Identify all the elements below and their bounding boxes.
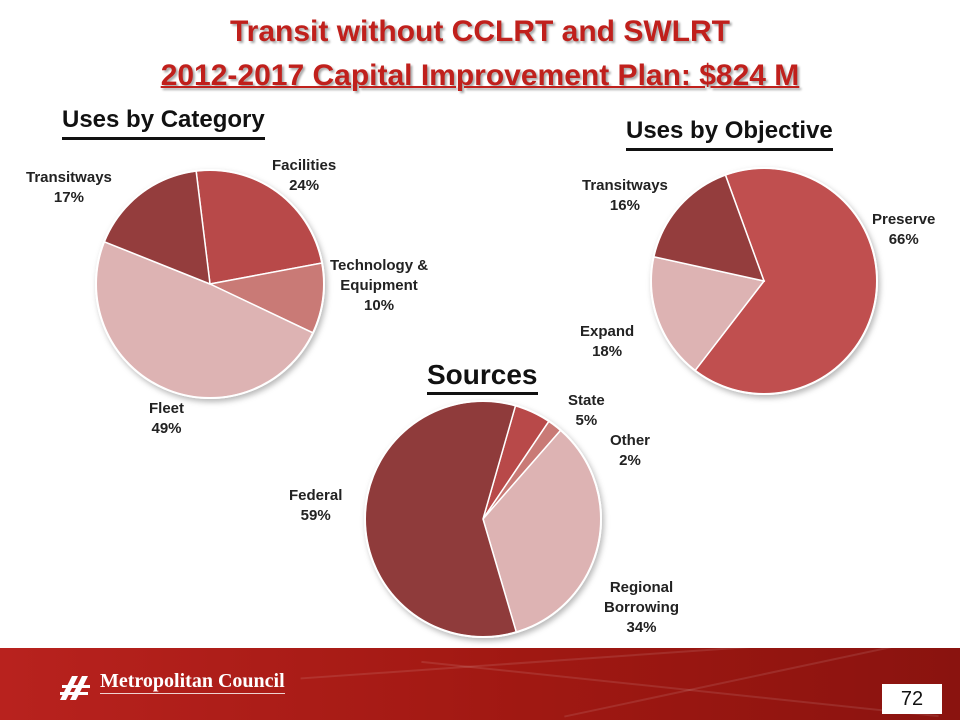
slide-title-line1: Transit without CCLRT and SWLRT (230, 15, 730, 48)
organization-name: Metropolitan Council (100, 670, 285, 694)
category-chart-title: Uses by Category (62, 105, 265, 140)
objective-chart-title: Uses by Objective (626, 116, 833, 151)
category-label-facilities: Facilities 24% (272, 157, 337, 194)
objective-label-expand: Expand 18% (580, 323, 635, 360)
sources-label-state: State 5% (568, 392, 605, 429)
sources-label-federal: Federal 59% (289, 487, 343, 524)
objective-label-preserve: Preserve 66% (872, 211, 936, 248)
sources-chart-title: Sources (427, 360, 538, 395)
objective-pie-rim (650, 167, 878, 395)
objective-pie (650, 167, 878, 395)
category-label-fleet: Fleet 49% (149, 400, 185, 437)
category-label-transitways: Transitways 17% (26, 169, 112, 206)
sources-pie (364, 400, 602, 638)
category-pie-rim (95, 169, 325, 399)
objective-label-transitways: Transitways 16% (582, 177, 668, 214)
footer-bar: Metropolitan Council (0, 648, 960, 720)
category-pie (95, 169, 325, 399)
category-label-technology: Technology & Equipment 10% (330, 257, 429, 314)
sources-label-other: Other 2% (610, 432, 651, 469)
pie-charts (95, 167, 878, 638)
metropolitan-council-logo-icon (60, 676, 90, 700)
sources-pie-rim (364, 400, 602, 638)
page-number: 72 (882, 684, 942, 714)
sources-label-regional-borrowing: Regional Borrowing 34% (604, 579, 679, 636)
slide-title-line2: 2012-2017 Capital Improvement Plan: $824… (160, 59, 800, 92)
